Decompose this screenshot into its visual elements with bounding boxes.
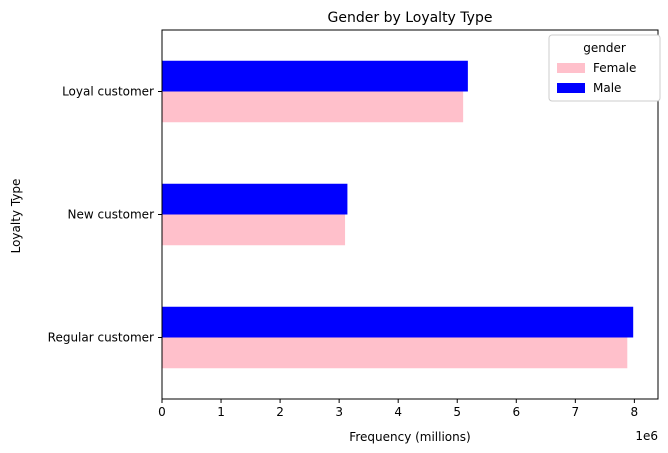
legend-swatch-male bbox=[557, 83, 585, 93]
x-axis-offset-text: 1e6 bbox=[635, 429, 658, 443]
plot-area: 0 1 2 3 4 5 6 7 8 Loyal customer New customer Regul… bbox=[48, 29, 659, 419]
x-tick-label: 1 bbox=[217, 405, 225, 419]
legend-label-male: Male bbox=[593, 81, 621, 95]
bar-female-1 bbox=[162, 214, 346, 246]
x-tick-label: 7 bbox=[572, 405, 580, 419]
legend-title: gender bbox=[583, 41, 626, 55]
x-tick-label: 6 bbox=[512, 405, 520, 419]
x-tick-label: 4 bbox=[394, 405, 402, 419]
y-axis-label: Loyalty Type bbox=[9, 179, 23, 254]
x-tick-label: 0 bbox=[158, 405, 166, 419]
y-tick-label: Regular customer bbox=[48, 331, 154, 345]
legend-swatch-female bbox=[557, 63, 585, 73]
y-tick-label: Loyal customer bbox=[62, 85, 154, 99]
bar-female-0 bbox=[162, 91, 464, 123]
legend-label-female: Female bbox=[593, 61, 636, 75]
chart-title: Gender by Loyalty Type bbox=[328, 10, 493, 26]
x-tick-label: 2 bbox=[276, 405, 284, 419]
x-tick-label: 8 bbox=[631, 405, 639, 419]
legend: gender Female Male bbox=[548, 34, 661, 102]
x-tick-label: 5 bbox=[453, 405, 461, 419]
bar-female-2 bbox=[162, 337, 628, 369]
bar-male-2 bbox=[162, 306, 634, 338]
bar-male-1 bbox=[162, 183, 348, 215]
y-tick-label: New customer bbox=[68, 208, 155, 222]
x-tick-label: 3 bbox=[335, 405, 343, 419]
bar-male-0 bbox=[162, 60, 468, 92]
x-axis-label: Frequency (millions) bbox=[349, 430, 470, 444]
